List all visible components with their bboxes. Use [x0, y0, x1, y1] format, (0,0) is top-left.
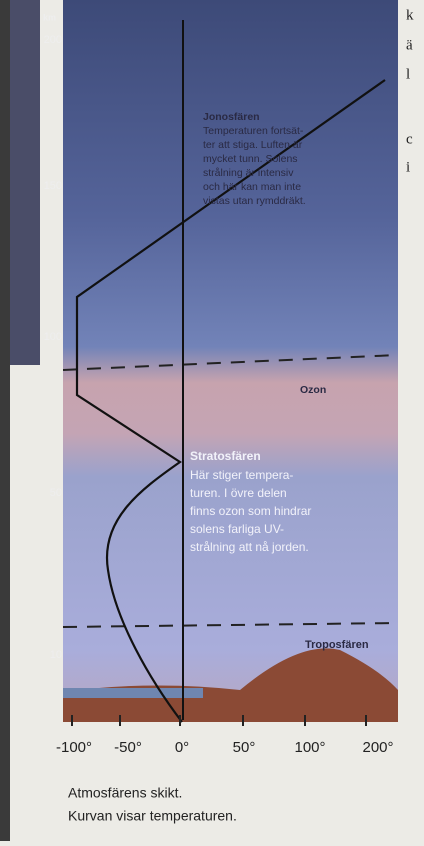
x-label: 0°	[175, 739, 189, 756]
x-label: 100°	[294, 739, 325, 756]
y-label: 10	[50, 649, 62, 661]
fragment: k	[406, 7, 414, 23]
layer-text: finns ozon som hindrar	[190, 504, 311, 518]
layer-text: och här kan man inte	[203, 181, 301, 193]
layer-title: Troposfären	[305, 639, 369, 651]
x-label: 50°	[233, 739, 256, 756]
margin-text: k ä l c i	[406, 7, 414, 175]
layer-text: vistas utan rymddräkt.	[203, 195, 306, 207]
layer-text: solens farliga UV-	[190, 522, 284, 536]
fragment: l	[406, 66, 410, 82]
layer-text: turen. I övre delen	[190, 486, 287, 500]
y-label: 50	[50, 487, 62, 499]
y-label: 150	[44, 180, 62, 192]
layer-text: strålning är intensiv	[203, 167, 294, 179]
caption-line: Atmosfärens skikt.	[68, 785, 182, 801]
x-label: 200°	[362, 739, 393, 756]
layer-text: ter att stiga. Luften är	[203, 139, 303, 151]
edge-shadow	[0, 0, 10, 841]
layer-text: mycket tunn. Solens	[203, 153, 298, 165]
y-label: 100	[44, 331, 62, 343]
layer-text: Temperaturen fortsät-	[203, 125, 304, 137]
caption: Atmosfärens skikt. Kurvan visar temperat…	[68, 785, 237, 824]
layer-text: Här stiger tempera-	[190, 468, 293, 482]
x-axis: -100° -50° 0° 50° 100° 200°	[56, 739, 394, 756]
x-label: -100°	[56, 739, 92, 756]
layer-title: Jonosfären	[203, 111, 260, 123]
layer-text: strålning att nå jorden.	[190, 540, 309, 554]
fragment: c	[406, 131, 413, 147]
fragment: ä	[406, 37, 413, 53]
layer-title: Ozon	[300, 384, 326, 396]
y-unit: km	[43, 12, 56, 22]
ionosphere: Jonosfären Temperaturen fortsät- ter att…	[203, 111, 306, 207]
atmosphere-panel	[63, 0, 398, 722]
page: km 200 150 100 50 10 -100° -50° 0° 50° 1…	[0, 0, 424, 841]
fragment: i	[406, 159, 410, 175]
layer-title: Stratosfären	[190, 449, 261, 463]
y-axis: km 200 150 100 50 10	[43, 12, 62, 661]
caption-line: Kurvan visar temperaturen.	[68, 808, 237, 824]
photo-strip	[10, 0, 40, 365]
x-label: -50°	[114, 739, 142, 756]
y-label: 200	[44, 34, 62, 46]
